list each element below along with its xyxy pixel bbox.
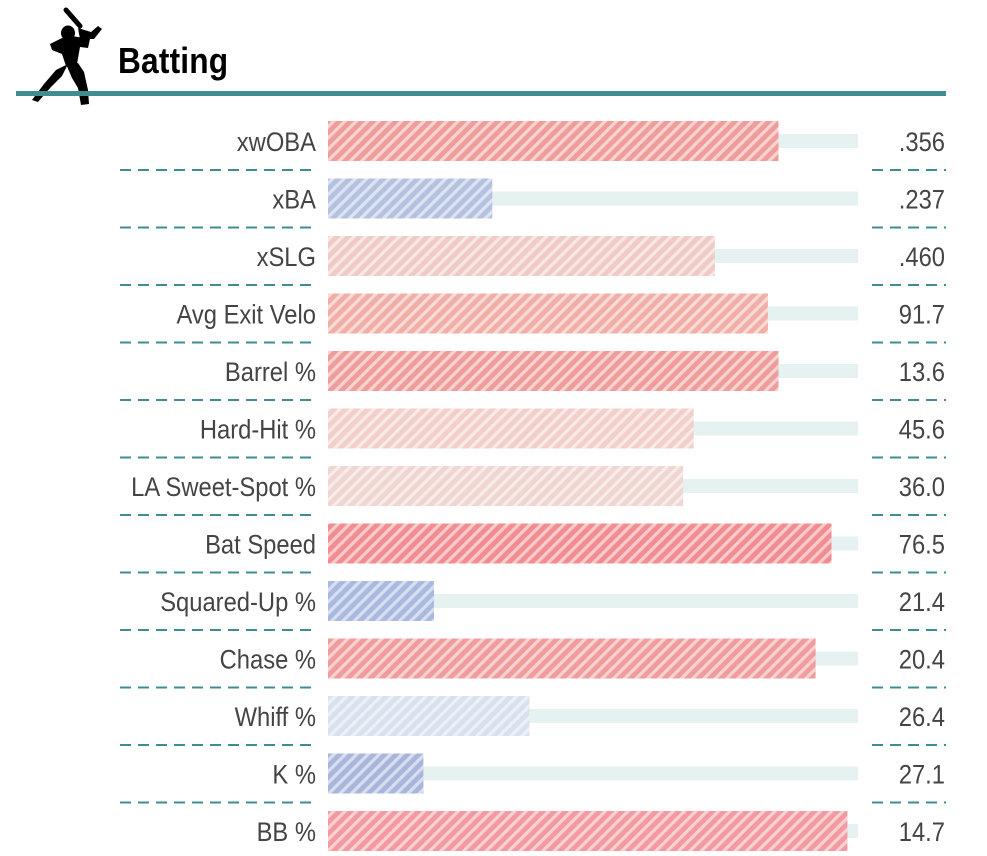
bar-hatch [328,408,694,449]
chart-row: LA Sweet-Spot % 36.0 [120,466,946,516]
header-divider [16,91,946,96]
category-label: Whiff % [235,703,316,733]
chart-row: Barrel % 13.6 [120,351,946,401]
chart-rows: xwOBA .356 xBA .237 xSLG .460 Avg Exit Velo 91.… [120,121,946,851]
chart-row: Squared-Up % 21.4 [120,581,946,631]
value-label: .460 [899,243,945,273]
bar-hatch [328,293,768,334]
chart-row: Bat Speed 76.5 [120,523,946,574]
value-label: .237 [899,185,945,215]
value-label: 26.4 [899,703,945,733]
category-label: xBA [272,185,316,215]
bar-hatch [328,581,434,621]
bar-hatch [328,523,832,564]
category-label: K % [272,760,316,790]
chart-row: Hard-Hit % 45.6 [120,408,946,459]
category-label: Squared-Up % [160,588,316,618]
category-label: Avg Exit Velo [176,300,316,330]
bar-hatch [328,638,816,679]
category-label: Barrel % [225,358,316,388]
bar-hatch [328,121,779,161]
chart-row: xwOBA .356 [120,121,946,171]
chart-row: Whiff % 26.4 [120,696,946,746]
chart-row: xBA .237 [120,178,946,229]
bar-hatch [328,466,684,506]
bar-hatch [328,351,779,391]
category-label: xSLG [257,243,316,273]
section-title: Batting [118,40,229,81]
value-label: 27.1 [899,760,945,790]
chart-row: Chase % 20.4 [120,638,946,689]
category-label: BB % [257,818,316,848]
value-label: 36.0 [899,473,945,503]
category-label: xwOBA [237,128,316,158]
value-label: 13.6 [899,358,945,388]
value-label: 21.4 [899,588,945,618]
value-label: 45.6 [899,415,945,445]
bar-track [328,766,858,781]
bar-hatch [328,811,848,851]
value-label: 76.5 [899,530,945,560]
value-label: 20.4 [899,645,945,675]
chart-row: xSLG .460 [120,236,946,286]
section-header: Batting [0,0,987,105]
category-label: Chase % [220,645,316,675]
bar-track [328,594,858,608]
value-label: 91.7 [899,300,945,330]
value-label: .356 [899,128,945,158]
chart-row: K % 27.1 [120,753,946,804]
bar-hatch [328,753,424,794]
category-label: Bat Speed [205,530,316,560]
category-label: LA Sweet-Spot % [131,473,316,503]
chart-row: Avg Exit Velo 91.7 [120,293,946,344]
bar-hatch [328,178,493,219]
category-label: Hard-Hit % [200,415,316,445]
bar-hatch [328,236,715,276]
bar-hatch [328,696,530,736]
chart-row: BB % 14.7 [257,811,945,851]
value-label: 14.7 [899,818,945,848]
